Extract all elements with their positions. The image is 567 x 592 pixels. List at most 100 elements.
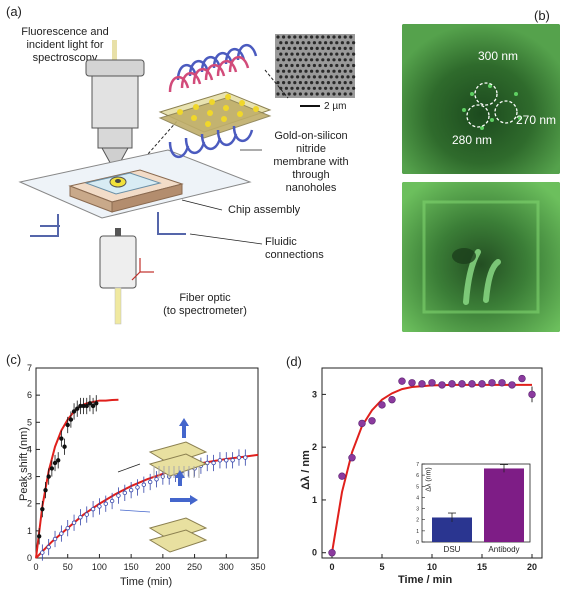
sem-hole <box>298 46 302 51</box>
micrograph-top <box>402 24 560 174</box>
x-tick-label: 100 <box>92 562 107 572</box>
sem-hole <box>338 58 342 62</box>
sem-hole <box>349 81 353 85</box>
y-tick-label: 0 <box>27 553 32 563</box>
data-point <box>211 460 216 466</box>
sem-hole <box>335 75 339 79</box>
data-point <box>358 419 366 428</box>
sem-hole <box>276 58 280 62</box>
data-point <box>46 474 51 479</box>
sem-hole <box>304 81 308 85</box>
sem-hole <box>346 63 350 68</box>
sem-hole <box>340 75 344 79</box>
sem-hole <box>329 75 333 79</box>
panel-a-label: (a) <box>6 4 22 19</box>
fluidic-tubes <box>30 212 186 237</box>
x-tick-label: 0 <box>329 562 334 572</box>
sem-hole <box>349 46 353 51</box>
sem-hole <box>293 92 297 96</box>
membrane-lattice-icon <box>158 44 272 158</box>
panel-c-label: (c) <box>6 352 22 367</box>
pointer-line <box>119 509 151 513</box>
x-tick-label: 20 <box>527 562 537 572</box>
sem-hole <box>349 69 353 73</box>
zoom-arrow <box>124 119 179 181</box>
inset-ylabel: Δλ (nm) <box>425 467 433 492</box>
sem-hole <box>340 41 344 45</box>
sem-hole <box>324 52 328 56</box>
inset-y-tick-label: 0 <box>416 540 419 546</box>
sem-hole <box>329 86 333 90</box>
sem-hole <box>338 92 342 96</box>
chip-assembly-caption: Chip assembly <box>228 204 301 216</box>
sem-hole <box>287 81 291 85</box>
sem-hole <box>293 69 297 73</box>
sem-hole <box>304 58 308 62</box>
sem-hole <box>329 63 333 68</box>
x-tick-label: 15 <box>477 562 487 572</box>
data-point <box>52 536 58 542</box>
sem-hole <box>318 86 322 90</box>
data-point <box>398 377 406 385</box>
data-point <box>468 380 476 388</box>
data-point <box>141 482 147 487</box>
sem-hole <box>352 41 356 45</box>
micrograph-bottom-image <box>402 182 560 332</box>
sem-hole <box>282 46 286 51</box>
sem-hole <box>352 63 356 68</box>
inset-membrane-cartoon <box>148 418 208 486</box>
data-point <box>68 417 74 422</box>
data-point <box>43 487 48 493</box>
chip-assembly-icon <box>68 169 184 213</box>
chart-c-ylabel: Peak shift (nm) <box>18 427 30 501</box>
sem-hole <box>343 46 347 51</box>
x-tick-label: 300 <box>219 562 234 572</box>
sem-hole <box>338 46 342 51</box>
data-point <box>478 380 486 388</box>
data-point <box>84 403 89 409</box>
data-point <box>154 477 159 482</box>
chart-d-xlabel: Time / min <box>398 574 453 586</box>
inset-y-tick-label: 2 <box>416 518 419 524</box>
data-point <box>348 454 356 462</box>
setup-schematic <box>18 34 356 325</box>
data-point <box>135 485 140 490</box>
sem-hole <box>326 92 330 96</box>
sem-hole <box>276 35 280 39</box>
data-point <box>408 379 416 387</box>
data-point <box>488 379 496 387</box>
data-point <box>94 401 99 406</box>
data-point <box>65 422 70 428</box>
light-beam <box>112 40 117 62</box>
sem-hole <box>326 81 330 85</box>
sem-hole <box>284 86 288 90</box>
y-tick-label: 2 <box>27 499 32 509</box>
sem-hole <box>343 81 347 85</box>
fluorescence-caption: Fluorescence and incident light for spec… <box>21 26 109 64</box>
fluidic-caption: Fluidic connections <box>265 236 324 261</box>
sem-hole <box>343 35 347 39</box>
sem-hole <box>276 81 280 85</box>
data-point <box>338 472 346 480</box>
data-point <box>147 479 153 485</box>
hole-label-280: 280 nm <box>452 133 493 147</box>
sem-hole <box>338 35 342 39</box>
sem-hole <box>296 63 300 68</box>
data-point <box>217 458 223 463</box>
y-tick-label: 1 <box>27 526 32 536</box>
sem-hole <box>301 52 305 56</box>
sem-hole <box>290 63 294 68</box>
sem-hole <box>346 86 350 90</box>
y-tick-label: 1 <box>312 495 317 505</box>
fluidic-pointer <box>189 233 263 245</box>
sem-hole <box>315 92 319 96</box>
data-point <box>378 401 386 409</box>
sem-hole <box>287 92 291 96</box>
data-point <box>71 409 77 414</box>
micrograph-top-image <box>402 24 560 174</box>
sem-hole <box>279 75 283 79</box>
x-tick-label: 5 <box>379 562 384 572</box>
x-tick-label: 10 <box>427 562 437 572</box>
sem-hole <box>287 58 291 62</box>
sem-hole <box>290 52 294 56</box>
